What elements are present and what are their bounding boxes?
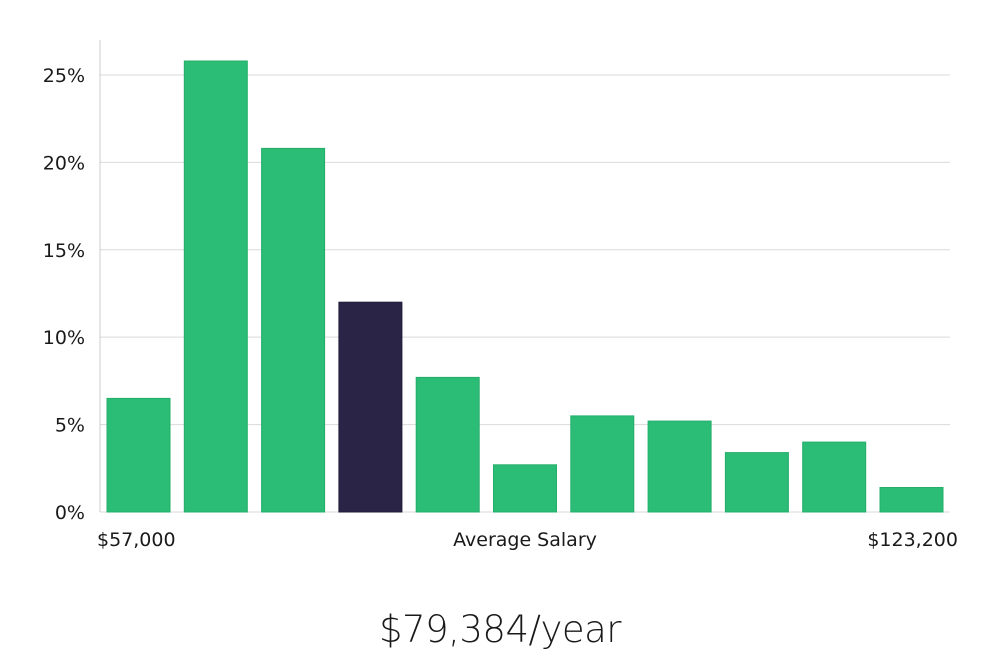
x-axis-max-label: $123,200 bbox=[867, 529, 958, 551]
x-axis-title: Average Salary bbox=[453, 529, 597, 551]
bar bbox=[724, 452, 789, 513]
average-salary-value: $79,384/year bbox=[378, 608, 622, 651]
y-tick-label: 10% bbox=[43, 327, 85, 349]
bar bbox=[647, 420, 712, 513]
x-axis-min-label: $57,000 bbox=[97, 529, 176, 551]
y-tick-label: 5% bbox=[55, 415, 85, 437]
bars bbox=[106, 60, 944, 513]
bar bbox=[415, 376, 480, 513]
y-tick-label: 0% bbox=[55, 502, 85, 524]
bar bbox=[261, 147, 326, 513]
y-tick-label: 20% bbox=[43, 152, 85, 174]
bar bbox=[802, 441, 867, 513]
salary-histogram-chart: 0% 5% 10% 15% 20% 25% bbox=[43, 40, 950, 524]
y-tick-label: 25% bbox=[43, 65, 85, 87]
bar bbox=[570, 415, 635, 513]
bar bbox=[493, 464, 557, 513]
bar bbox=[879, 487, 944, 513]
bar bbox=[183, 60, 248, 513]
bar-highlighted bbox=[338, 301, 403, 513]
bar bbox=[106, 397, 171, 513]
y-tick-label: 15% bbox=[43, 240, 85, 262]
y-axis-ticks: 0% 5% 10% 15% 20% 25% bbox=[43, 65, 85, 524]
chart-area: 0% 5% 10% 15% 20% 25% $57,000 Average Salary … bbox=[43, 40, 958, 551]
